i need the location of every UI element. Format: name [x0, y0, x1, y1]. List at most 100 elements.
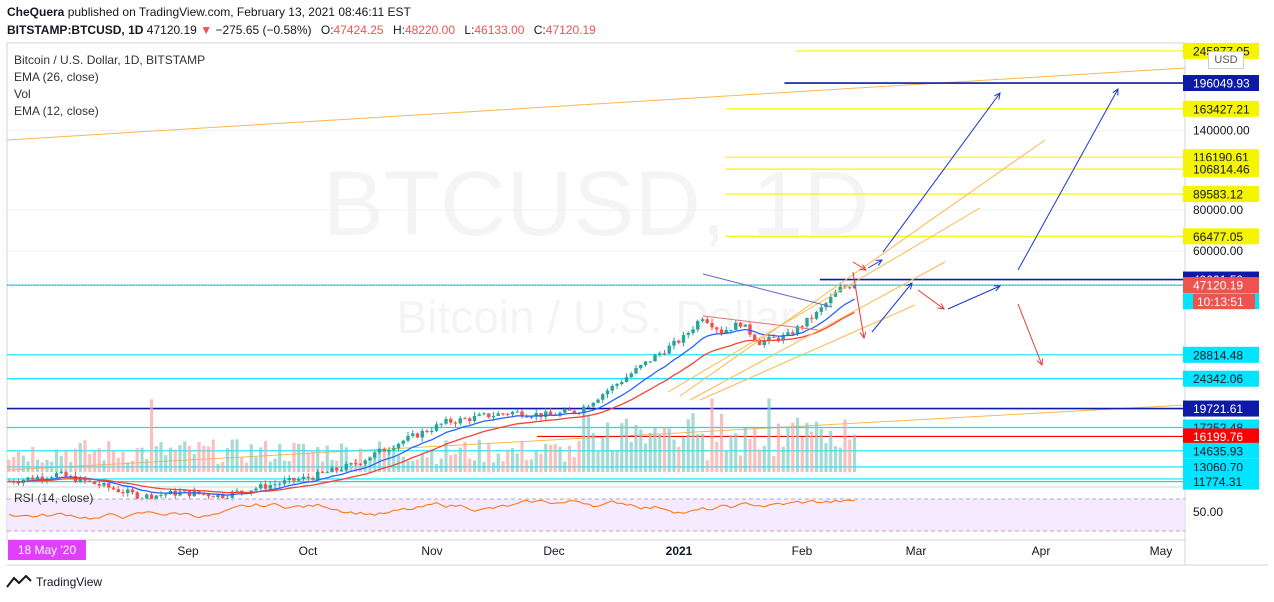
- volume-bar: [173, 449, 177, 472]
- candle-body: [225, 497, 230, 499]
- candle-body: [377, 448, 382, 453]
- price-level-label: 47120.19: [1193, 279, 1243, 293]
- volume-bar: [50, 461, 54, 472]
- volume-bar: [415, 459, 420, 472]
- candle-body: [358, 463, 363, 465]
- price-level-label-bg: [1183, 473, 1259, 490]
- volume-bar: [107, 441, 111, 472]
- volume-bar: [12, 457, 16, 472]
- volume-bar: [178, 445, 182, 472]
- candle-body: [819, 307, 823, 312]
- candle-body: [620, 382, 624, 384]
- candle-body: [525, 416, 529, 418]
- candle-body: [786, 332, 790, 335]
- volume-bar: [430, 449, 434, 472]
- candle-body: [301, 476, 306, 480]
- volume-bar: [705, 460, 709, 472]
- volume-bar: [772, 455, 776, 472]
- volume-bar: [615, 450, 619, 472]
- candle-body: [772, 336, 776, 338]
- candle-body: [453, 422, 458, 424]
- volume-bar: [648, 432, 652, 472]
- candle-body: [325, 472, 329, 474]
- volume-bar: [629, 442, 633, 472]
- candle-body: [734, 322, 738, 330]
- candle-body: [240, 490, 244, 493]
- candle-body: [691, 329, 695, 334]
- volume-bar: [653, 427, 657, 472]
- time-axis-label: Nov: [421, 544, 442, 558]
- candle-body: [738, 322, 743, 327]
- price-level-label-bg: [1183, 186, 1259, 203]
- volume-bar: [225, 448, 230, 472]
- candle-body: [458, 418, 462, 424]
- price-level-label-bg: [1183, 277, 1259, 294]
- projection-arrow-5: [852, 261, 866, 270]
- volume-bar: [197, 442, 201, 472]
- candle-body: [544, 411, 548, 417]
- volume-bar: [719, 413, 724, 472]
- volume-bar: [273, 458, 277, 472]
- candle-body: [582, 406, 586, 414]
- projection-arrow-1: [1017, 89, 1118, 271]
- volume-bar: [278, 444, 282, 472]
- volume-bar: [406, 460, 410, 472]
- volume-bar: [202, 445, 206, 472]
- candle-body: [848, 287, 852, 289]
- volume-bar: [301, 443, 306, 472]
- volume-bar: [586, 414, 591, 472]
- candle-body: [297, 479, 301, 481]
- currency-button[interactable]: USD: [1208, 51, 1244, 69]
- volume-bar: [544, 443, 548, 472]
- candle-body: [762, 340, 766, 346]
- candle-body: [316, 471, 320, 480]
- volume-bar: [159, 442, 163, 472]
- time-axis-label: 2021: [666, 544, 693, 558]
- volume-bar: [572, 457, 576, 472]
- time-axis-label: Apr: [1032, 544, 1051, 558]
- volume-bar: [154, 446, 158, 472]
- price-level-label: 14635.93: [1193, 444, 1243, 458]
- candle-body: [472, 415, 477, 421]
- candle-body: [202, 493, 206, 495]
- legend-ema12[interactable]: EMA (12, close): [14, 104, 99, 118]
- volume-bar: [425, 457, 429, 472]
- candle-body: [221, 494, 225, 499]
- legend-main-series[interactable]: Bitcoin / U.S. Dollar, 1D, BITSTAMP: [14, 53, 206, 67]
- volume-bar: [164, 455, 168, 472]
- volume-bar: [743, 427, 747, 472]
- volume-bar: [838, 447, 842, 472]
- volume-bar: [135, 448, 139, 472]
- candle-body: [753, 334, 757, 341]
- price-level-label: 11774.31: [1193, 475, 1242, 489]
- volume-bar: [259, 447, 263, 472]
- candle-body: [78, 477, 82, 483]
- candle-body: [287, 477, 291, 481]
- volume-bar: [810, 431, 814, 472]
- volume-bar: [601, 437, 605, 472]
- volume-bar: [786, 426, 790, 472]
- candle-body: [434, 424, 439, 431]
- candle-body: [634, 368, 638, 374]
- candle-body: [263, 484, 268, 489]
- candle-body: [757, 340, 762, 346]
- volume-bar: [691, 413, 695, 472]
- candle-body: [696, 321, 700, 330]
- volume-bar: [819, 428, 823, 472]
- volume-bar: [710, 398, 714, 472]
- price-level-label-bg: [1183, 346, 1259, 363]
- candle-body: [216, 494, 220, 498]
- rsi-legend[interactable]: RSI (14, close): [14, 491, 94, 505]
- publish-info: published on TradingView.com, February 1…: [67, 5, 411, 19]
- legend-volume[interactable]: Vol: [14, 87, 31, 101]
- legend-ema26[interactable]: EMA (26, close): [14, 70, 99, 84]
- volume-bar: [681, 437, 686, 472]
- footer-brand[interactable]: TradingView: [6, 575, 102, 589]
- volume-bar: [439, 458, 443, 472]
- candle-body: [724, 330, 728, 334]
- candle-body: [681, 334, 686, 343]
- volume-bar: [496, 453, 500, 472]
- volume-bar: [387, 451, 391, 472]
- volume-bar: [69, 462, 73, 472]
